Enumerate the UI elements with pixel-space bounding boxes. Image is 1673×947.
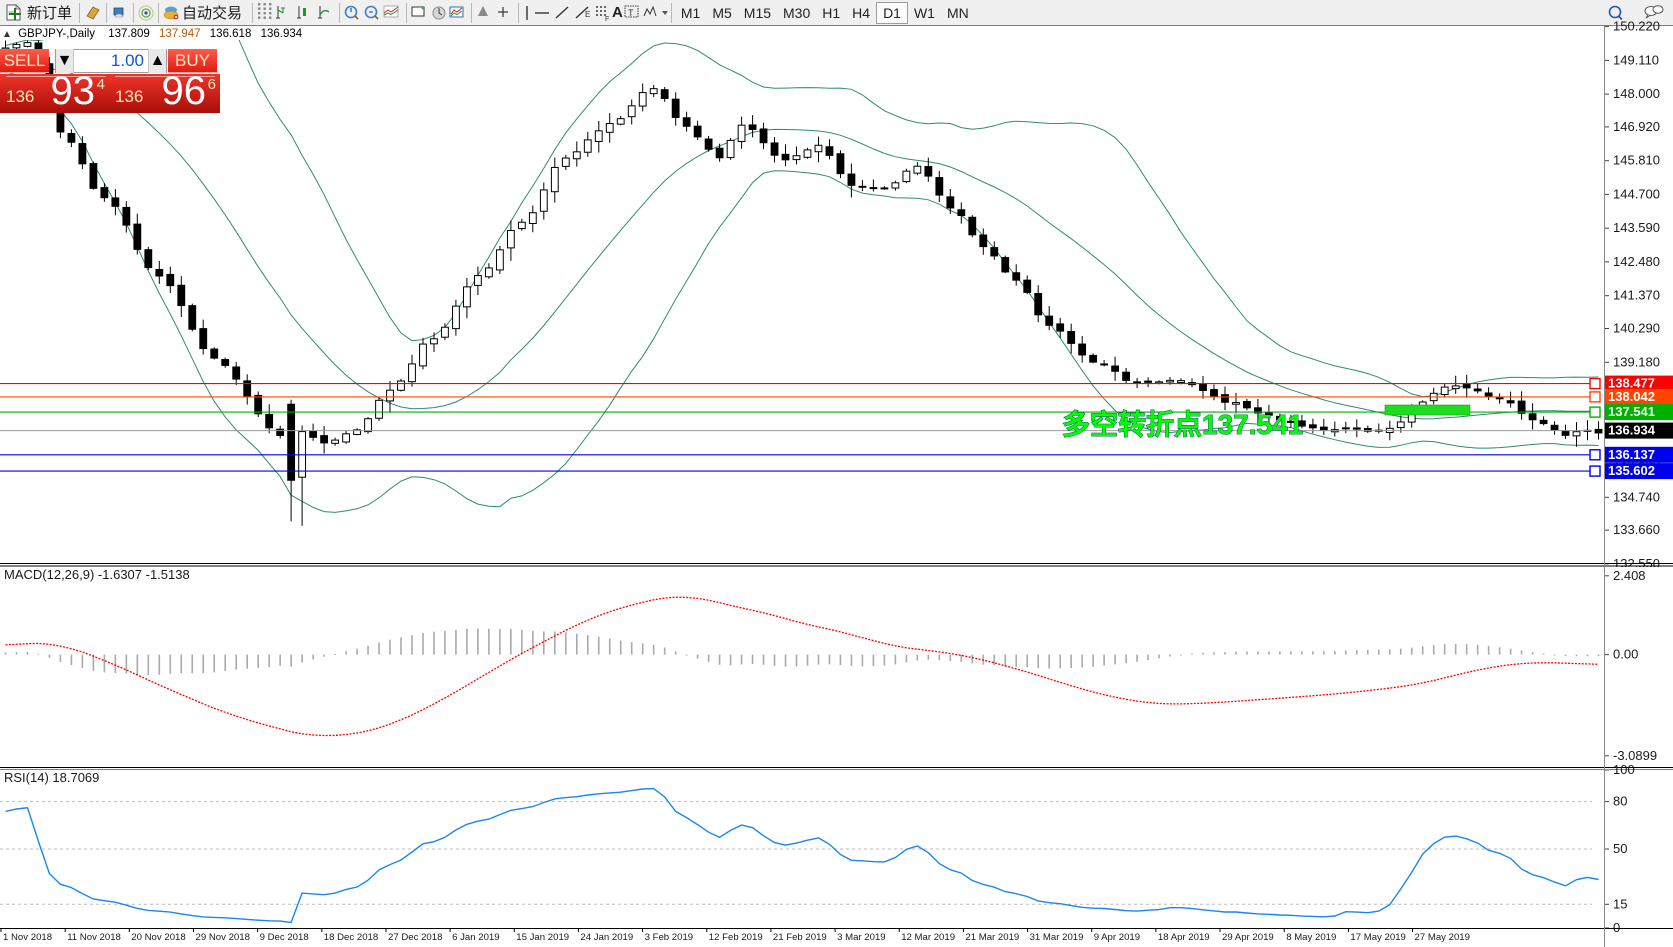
svg-text:134.740: 134.740 <box>1613 489 1660 504</box>
svg-text:17 May 2019: 17 May 2019 <box>1350 932 1405 943</box>
svg-text:100: 100 <box>1613 762 1635 777</box>
svg-text:3 Mar 2019: 3 Mar 2019 <box>837 932 886 943</box>
svg-text:8 May 2019: 8 May 2019 <box>1286 932 1336 943</box>
svg-text:0.00: 0.00 <box>1613 647 1638 662</box>
svg-text:9 Apr 2019: 9 Apr 2019 <box>1094 932 1140 943</box>
svg-text:21 Mar 2019: 21 Mar 2019 <box>965 932 1019 943</box>
svg-text:18 Apr 2019: 18 Apr 2019 <box>1158 932 1210 943</box>
svg-text:0: 0 <box>1613 920 1620 935</box>
svg-text:-3.0899: -3.0899 <box>1613 748 1657 763</box>
svg-text:15 Jan 2019: 15 Jan 2019 <box>516 932 569 943</box>
svg-text:150.220: 150.220 <box>1613 19 1660 34</box>
svg-text:15: 15 <box>1613 896 1627 911</box>
svg-text:136.934: 136.934 <box>1608 423 1656 438</box>
svg-text:11 Nov 2018: 11 Nov 2018 <box>67 932 121 943</box>
svg-text:135.602: 135.602 <box>1608 463 1655 478</box>
svg-text:149.110: 149.110 <box>1613 52 1659 67</box>
svg-text:31 Mar 2019: 31 Mar 2019 <box>1030 932 1084 943</box>
svg-text:29 Nov 2018: 29 Nov 2018 <box>196 932 250 943</box>
svg-text:144.700: 144.700 <box>1613 186 1660 201</box>
svg-text:133.660: 133.660 <box>1613 522 1660 537</box>
svg-text:24 Jan 2019: 24 Jan 2019 <box>580 932 633 943</box>
svg-text:29 Apr 2019: 29 Apr 2019 <box>1222 932 1274 943</box>
svg-text:多空转折点137.541: 多空转折点137.541 <box>1062 408 1303 440</box>
svg-text:12 Mar 2019: 12 Mar 2019 <box>901 932 955 943</box>
svg-text:143.590: 143.590 <box>1613 220 1660 235</box>
svg-text:MACD(12,26,9) -1.6307 -1.5138: MACD(12,26,9) -1.6307 -1.5138 <box>4 567 190 582</box>
svg-text:80: 80 <box>1613 794 1627 809</box>
svg-text:12 Feb 2019: 12 Feb 2019 <box>709 932 763 943</box>
svg-text:136.137: 136.137 <box>1608 447 1655 462</box>
svg-text:137.541: 137.541 <box>1608 404 1655 419</box>
svg-text:145.810: 145.810 <box>1613 153 1660 168</box>
svg-text:9 Dec 2018: 9 Dec 2018 <box>260 932 309 943</box>
svg-text:20 Nov 2018: 20 Nov 2018 <box>131 932 185 943</box>
svg-text:21 Feb 2019: 21 Feb 2019 <box>773 932 827 943</box>
svg-text:142.480: 142.480 <box>1613 254 1660 269</box>
svg-text:148.000: 148.000 <box>1613 86 1660 101</box>
svg-text:6 Jan 2019: 6 Jan 2019 <box>452 932 499 943</box>
svg-text:1 Nov 2018: 1 Nov 2018 <box>3 932 52 943</box>
svg-text:3 Feb 2019: 3 Feb 2019 <box>645 932 694 943</box>
svg-text:140.290: 140.290 <box>1613 321 1660 336</box>
svg-text:50: 50 <box>1613 841 1627 856</box>
svg-text:139.180: 139.180 <box>1613 354 1660 369</box>
svg-text:27 Dec 2018: 27 Dec 2018 <box>388 932 442 943</box>
svg-text:27 May 2019: 27 May 2019 <box>1415 932 1470 943</box>
svg-text:2.408: 2.408 <box>1613 568 1646 583</box>
svg-text:138.042: 138.042 <box>1608 389 1655 404</box>
svg-text:RSI(14) 18.7069: RSI(14) 18.7069 <box>4 770 99 785</box>
svg-text:146.920: 146.920 <box>1613 119 1660 134</box>
svg-text:141.370: 141.370 <box>1613 288 1660 303</box>
svg-text:18 Dec 2018: 18 Dec 2018 <box>324 932 378 943</box>
